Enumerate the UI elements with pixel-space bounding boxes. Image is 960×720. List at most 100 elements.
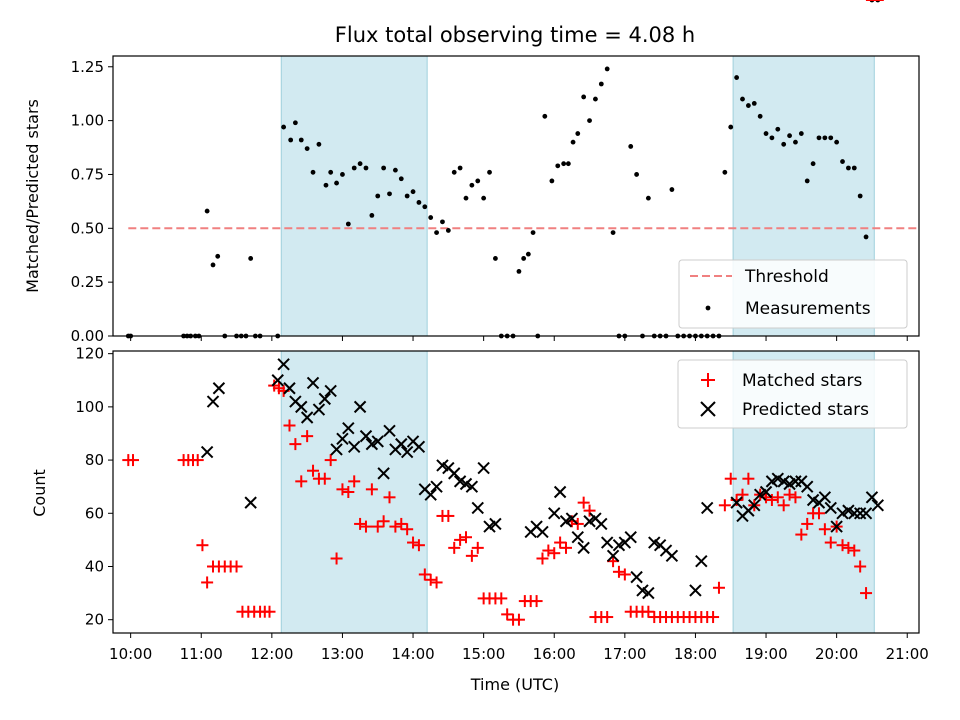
measurement-point — [357, 161, 363, 167]
predicted-star-point — [871, 499, 885, 512]
predicted-star-point — [395, 437, 408, 451]
matched-star-point — [448, 541, 461, 554]
measurement-point — [728, 124, 734, 130]
measurement-point — [369, 212, 375, 218]
matched-star-point — [783, 488, 796, 501]
matched-star-point — [718, 499, 731, 512]
predicted-star-point — [789, 475, 802, 488]
legend-measurements-label: Measurements — [745, 299, 871, 319]
predicted-star-point — [330, 443, 343, 456]
predicted-star-point — [448, 467, 461, 480]
measurement-point — [822, 135, 828, 141]
measurement-point — [581, 94, 587, 100]
measurement-point — [248, 256, 254, 261]
matched-star-point — [430, 576, 443, 589]
predicted-star-point — [730, 496, 743, 509]
predicted-star-point — [465, 480, 479, 493]
predicted-star-point — [865, 491, 879, 504]
legend-matched-label: Matched stars — [742, 371, 862, 391]
x-tick-label: 12:00 — [250, 645, 293, 663]
predicted-star-point — [548, 507, 561, 520]
matched-star-point — [577, 496, 590, 509]
measurement-point — [487, 169, 492, 175]
measurement-point — [475, 178, 481, 184]
measurement-point — [575, 131, 581, 136]
matched-star-point — [560, 541, 573, 554]
chart-title: Flux total observing time = 4.08 h — [335, 23, 695, 47]
matched-star-point — [318, 472, 331, 485]
predicted-star-point — [624, 531, 637, 544]
matched-star-point — [707, 611, 720, 624]
predicted-star-point — [383, 424, 396, 438]
predicted-star-point — [818, 491, 832, 504]
matched-star-point — [495, 592, 508, 605]
measurement-point — [316, 141, 322, 147]
y-tick-label: 0.00 — [71, 327, 104, 345]
predicted-star-point — [312, 403, 326, 416]
measurement-point — [828, 135, 834, 141]
measurement-point — [846, 165, 851, 171]
plot-frame-count — [112, 350, 920, 634]
measurement-point — [481, 195, 487, 201]
predicted-star-point — [324, 384, 337, 398]
matched-star-point — [407, 536, 420, 549]
y-tick-label: 0.50 — [71, 219, 104, 237]
matched-star-point — [395, 517, 408, 530]
predicted-star-point — [600, 536, 614, 549]
measurement-point — [757, 113, 763, 119]
predicted-star-point — [342, 421, 355, 435]
measurement-point — [451, 169, 457, 175]
predicted-star-point — [824, 501, 837, 515]
matched-star-point — [842, 541, 855, 554]
matched-star-point — [283, 419, 296, 432]
legend-predicted-label: Predicted stars — [742, 400, 869, 420]
measurement-point — [445, 228, 451, 233]
matched-star-point — [442, 509, 455, 522]
matched-star-point — [742, 472, 755, 485]
plot-frame-ratio — [112, 55, 920, 337]
measurement-point — [593, 96, 598, 102]
matched-star-point — [612, 565, 625, 578]
measurement-point — [775, 126, 781, 132]
legend-matched-swatch — [701, 373, 715, 387]
matched-star-point — [854, 560, 867, 573]
matched-star-point — [191, 454, 204, 467]
matched-star-point — [263, 605, 276, 618]
measurement-point — [298, 137, 304, 143]
matched-star-point — [812, 507, 825, 520]
matched-star-point — [501, 608, 514, 621]
matched-star-point — [836, 539, 849, 552]
matched-star-point — [471, 541, 484, 554]
matched-star-point — [818, 523, 831, 536]
matched-star-point — [389, 520, 402, 533]
measurement-point — [381, 165, 387, 171]
measurement-point — [793, 139, 798, 145]
legend-threshold-label: Threshold — [744, 267, 829, 287]
predicted-star-point — [859, 507, 873, 520]
y-tick-label: 120 — [75, 345, 104, 363]
measurement-point — [281, 124, 287, 130]
measurement-point — [781, 141, 787, 147]
x-tick-label: 17:00 — [603, 645, 646, 663]
predicted-star-point — [283, 382, 296, 395]
matched-star-point — [127, 454, 140, 467]
predicted-star-point — [565, 512, 579, 525]
measurement-point — [340, 172, 345, 177]
measurement-point — [565, 161, 571, 167]
measurement-point — [463, 195, 469, 201]
measurement-point — [334, 180, 339, 186]
matched-star-point — [736, 488, 749, 501]
matched-star-point — [324, 454, 337, 467]
y-axis-label-count: Count — [30, 469, 49, 517]
predicted-star-point — [689, 584, 702, 597]
predicted-star-point — [430, 480, 443, 493]
measurement-point — [570, 139, 576, 145]
matched-star-point — [354, 517, 367, 530]
x-tick-label: 19:00 — [744, 645, 787, 663]
matched-star-point — [848, 544, 861, 557]
measurement-point — [598, 81, 604, 87]
measurement-point — [363, 165, 369, 171]
matched-star-point — [642, 605, 655, 618]
predicted-star-point — [200, 445, 214, 459]
x-axis-label: Time (UTC) — [470, 675, 559, 694]
